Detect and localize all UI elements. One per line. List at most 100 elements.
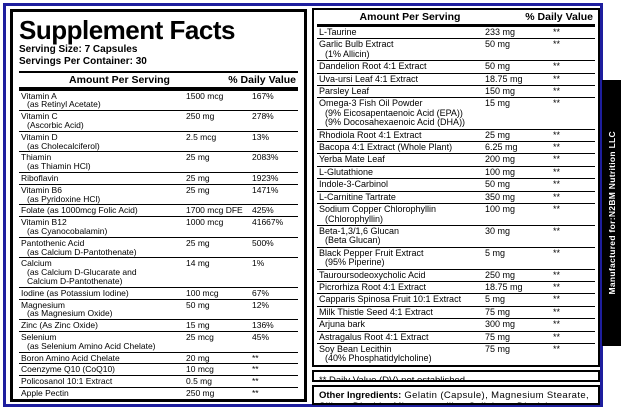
ingredient-name: Pantothenic Acid (as Calcium D-Pantothena… (21, 237, 137, 257)
table-row: Capparis Spinosa Fruit 10:1 Extract 5 mg *… (317, 293, 595, 305)
table-row: Apple Pectin 250 mg ** (19, 386, 298, 399)
amount-value: 6.25 mg (485, 142, 518, 153)
ingredient-name: L-Carnitine Tartrate (319, 191, 396, 202)
page-title: Supplement Facts (19, 15, 235, 45)
daily-value: ** (252, 401, 298, 402)
amount-value: 150 mg (485, 86, 516, 97)
table-row: L-Carnitine Tartrate 350 mg ** (317, 190, 595, 203)
daily-value: 41667% (252, 217, 284, 228)
daily-value: 2083% (252, 152, 279, 163)
amount-value: 10 mcg (186, 364, 214, 375)
amount-value: 250 mg (485, 269, 516, 280)
daily-value: ** (553, 331, 561, 342)
daily-value: ** (553, 179, 561, 190)
daily-value: 1471% (252, 184, 279, 195)
ingredient-name: Apple Pectin (21, 387, 69, 398)
daily-value: ** (553, 154, 561, 165)
ingredient-name: Milk Thistle Seed 4:1 Extract (319, 306, 433, 317)
ingredient-name: Coenzyme Q10 (CoQ10) (21, 364, 116, 375)
table-row: Selenium (as Selenium Amino Acid Chelate)… (19, 330, 298, 352)
other-ingredients-box: Other Ingredients: Gelatin (Capsule), Ma… (312, 384, 600, 405)
daily-value: ** (553, 39, 561, 50)
other-ingredients-list: Gelatin (Capsule), Magnesium Stearate, S… (319, 389, 590, 403)
table-row: Picrorhiza Root 4:1 Extract 18.75 mg ** (317, 280, 595, 293)
amount-value: 5 mg (485, 247, 506, 258)
table-row: Soy Bean Lecithin (40% Phosphatidylcholin… (317, 342, 595, 365)
table-row: Parsley Leaf 150 mg ** (317, 85, 595, 97)
amount-value: 250 mg (186, 111, 215, 122)
table-row: Calcium (as Calcium D-Glucarate and Calciu… (19, 257, 298, 286)
amount-value: 50 mg (485, 39, 511, 50)
servings-per-container: Servings Per Container: 30 (19, 55, 147, 67)
amount-value: 2.5 mcg (186, 131, 217, 142)
amount-value: 350 mg (485, 191, 516, 202)
table-row: Arjuna bark 300 mg ** (317, 318, 595, 330)
amount-value: 25 mg (186, 152, 210, 163)
table-header-left: Amount Per Serving % Daily Value (19, 70, 298, 91)
amount-value: 75 mg (485, 331, 511, 342)
amount-value: 100 mg (485, 166, 516, 177)
other-ingredients-text: Other Ingredients: Gelatin (Capsule), Ma… (319, 389, 593, 403)
ingredient-name: Yerba Mate Leaf (319, 154, 385, 165)
amount-value: 250 mg (186, 387, 215, 398)
table-row: Sodium Copper Chlorophyllin (Chlorophylli… (317, 203, 595, 225)
amount-value: 100 mg (485, 204, 516, 215)
amount-value: 25 mg (186, 184, 210, 195)
table-row: Thiamin (as Thiamin HCl) 25 mg 2083% (19, 151, 298, 172)
amount-value: 25 mg (485, 129, 511, 140)
serving-size: Serving Size: 7 Capsules (19, 44, 138, 55)
ingredient-name: Vitamin B6 (as Pyridoxine HCl) (21, 184, 101, 204)
ingredient-name: Calcium (as Calcium D-Glucarate and Calciu… (21, 258, 137, 286)
amount-value: 60 mg (186, 401, 252, 402)
table-row: Beta-1,3/1,6 Glucan (Beta Glucan) 30 mg ** (317, 224, 595, 247)
amount-value: 18.75 mg (485, 73, 523, 84)
table-header-right: Amount Per Serving % Daily Value (317, 10, 595, 27)
amount-value: 50 mg (485, 179, 511, 190)
ingredient-name: Bacopa 4:1 Extract (Whole Plant) (319, 142, 453, 153)
table-row: Evening Primrose Seed Oil Powder60 mg** (19, 398, 298, 402)
ingredient-name: Magnesium (as Magnesium Oxide) (21, 299, 113, 319)
daily-value: ** (553, 247, 561, 258)
amount-value: 1500 mcg (186, 90, 224, 101)
ingredient-name: Dandelion Root 4:1 Extract (319, 61, 427, 72)
amount-value: 30 mg (485, 225, 511, 236)
table-row: Vitamin B6 (as Pyridoxine HCl) 25 mg 1471% (19, 183, 298, 205)
ingredient-name: Picrorhiza Root 4:1 Extract (319, 281, 427, 292)
daily-value: 67% (252, 287, 270, 298)
table-row: Bacopa 4:1 Extract (Whole Plant) 6.25 mg *… (317, 141, 595, 153)
ingredient-name: Tauroursodeoxycholic Acid (319, 269, 426, 280)
daily-value: ** (553, 73, 561, 84)
amount-value: 75 mg (485, 306, 511, 317)
daily-value: ** (553, 129, 561, 140)
daily-value: 13% (252, 131, 270, 142)
table-row: Folate (as 1000mcg Folic Acid) 1700 mcg D… (19, 204, 298, 216)
ingredient-name: L-Taurine (319, 27, 357, 37)
table-row: Dandelion Root 4:1 Extract 50 mg ** (317, 60, 595, 72)
other-ingredients-heading: Other Ingredients: (319, 389, 402, 401)
ingredient-name: Sodium Copper Chlorophyllin (Chlorophylli… (319, 204, 437, 224)
ingredient-name: Selenium (as Selenium Amino Acid Chelate) (21, 331, 156, 351)
daily-value: ** (553, 98, 561, 109)
amount-value: 20 mg (186, 352, 210, 363)
ingredient-name: Uva-ursi Leaf 4:1 Extract (319, 73, 419, 84)
daily-value: ** (252, 364, 259, 375)
amount-per-serving-header: Amount Per Serving (69, 73, 170, 86)
table-row: Astragalus Root 4:1 Extract 75 mg ** (317, 330, 595, 343)
amount-value: 14 mg (186, 258, 210, 269)
ingredient-name: Zinc (As Zinc Oxide) (21, 320, 98, 331)
amount-value: 300 mg (485, 319, 516, 330)
table-row: Rhodiola Root 4:1 Extract 25 mg ** (317, 128, 595, 141)
ingredient-name: Folate (as 1000mcg Folic Acid) (21, 205, 138, 216)
ingredient-name: Omega-3 Fish Oil Powder (9% Eicosapentaen… (319, 98, 466, 128)
ingredient-name: Astragalus Root 4:1 Extract (319, 331, 429, 342)
daily-value: ** (553, 294, 561, 305)
amount-value: 25 mg (186, 172, 210, 183)
table-row: Policosanol 10:1 Extract 0.5 mg ** (19, 375, 298, 387)
amount-value: 18.75 mg (485, 281, 523, 292)
ingredient-name: L-Glutathione (319, 166, 374, 177)
daily-value: ** (553, 142, 561, 153)
table-row: Yerba Mate Leaf 200 mg ** (317, 153, 595, 165)
amount-value: 0.5 mg (186, 376, 212, 387)
daily-value: ** (553, 343, 561, 354)
table-row: Boron Amino Acid Chelate 20 mg ** (19, 351, 298, 364)
